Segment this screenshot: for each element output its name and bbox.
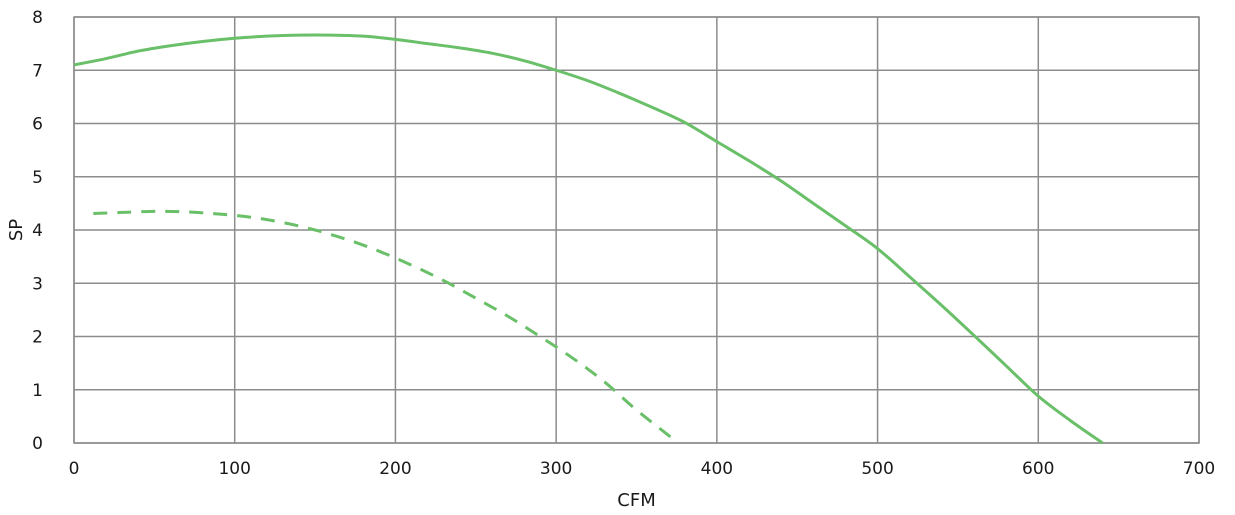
x-tick-label: 500 xyxy=(861,459,893,479)
grid xyxy=(73,16,1200,444)
y-tick-label: 1 xyxy=(32,381,43,401)
x-tick-label: 100 xyxy=(218,459,250,479)
x-axis-title: CFM xyxy=(617,490,655,511)
y-tick-label: 0 xyxy=(32,434,43,454)
y-tick-label: 8 xyxy=(32,8,43,28)
series-line-dashed xyxy=(93,209,680,445)
series-line-solid xyxy=(73,33,1104,445)
x-tick-label: 300 xyxy=(540,459,572,479)
x-tick-label: 0 xyxy=(69,459,80,479)
y-axis-title: SP xyxy=(6,219,27,241)
x-tick-label: 200 xyxy=(379,459,411,479)
x-axis-ticks: 0 100 200 300 400 500 600 700 xyxy=(69,459,1216,479)
y-tick-label: 4 xyxy=(32,221,43,241)
y-tick-label: 7 xyxy=(32,61,43,81)
y-tick-label: 5 xyxy=(32,168,43,188)
x-tick-label: 600 xyxy=(1022,459,1054,479)
y-tick-label: 2 xyxy=(32,328,43,348)
y-tick-label: 6 xyxy=(32,115,43,135)
x-tick-label: 400 xyxy=(701,459,733,479)
plot-area-frame xyxy=(73,16,1200,444)
x-tick-label: 700 xyxy=(1183,459,1215,479)
y-tick-label: 3 xyxy=(32,274,43,294)
y-axis-ticks: 0 1 2 3 4 5 6 7 8 xyxy=(32,8,43,454)
series-layer xyxy=(73,33,1104,445)
